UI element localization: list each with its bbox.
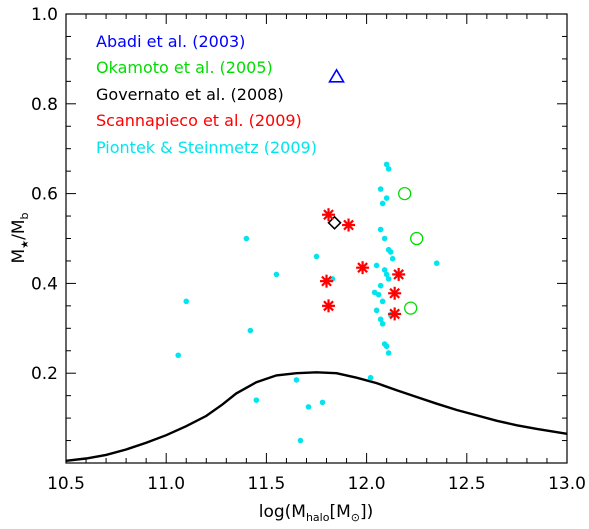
data-layer <box>175 68 440 444</box>
piontek-point <box>371 289 378 296</box>
piontek-point <box>175 352 182 359</box>
y-tick-label: 0.6 <box>31 185 58 205</box>
piontek-point <box>183 298 190 305</box>
legend-entry-abadi: Abadi et al. (2003) <box>96 32 245 51</box>
scannapieco-point-stroke <box>321 275 332 287</box>
x-axis-label: log(Mhalo[M⊙]) <box>259 502 374 524</box>
abadi-point <box>328 68 345 83</box>
x-axis-label-post: ]) <box>360 502 373 522</box>
piontek-point <box>377 186 384 192</box>
piontek-point <box>319 399 326 406</box>
piontek-point <box>381 235 388 242</box>
piontek-point <box>377 316 384 323</box>
piontek-point <box>383 343 390 350</box>
x-tick-label: 11.5 <box>247 474 285 494</box>
model-curve-line <box>65 371 568 462</box>
x-tick-label: 11.0 <box>147 474 185 494</box>
scannapieco-point-stroke <box>389 308 401 320</box>
scannapieco-point-stroke <box>323 300 334 312</box>
plot-layer <box>65 371 568 462</box>
x-tick-label: 12.5 <box>448 474 486 494</box>
piontek-point <box>385 276 392 282</box>
y-axis-label-slash: /M <box>9 219 29 239</box>
scannapieco-point <box>320 274 334 288</box>
x-tick-label: 13.0 <box>548 474 586 494</box>
x-axis-label-sub1: halo <box>306 511 330 524</box>
piontek-point <box>385 350 392 356</box>
piontek-point <box>383 161 390 168</box>
y-tick-label: 1.0 <box>31 5 58 25</box>
scannapieco-point-stroke <box>389 287 401 299</box>
piontek-point <box>253 397 260 403</box>
scannapieco-point <box>342 218 356 232</box>
y-tick-label: 0.8 <box>31 95 58 115</box>
okamoto-point <box>410 231 424 246</box>
scannapieco-point <box>356 261 370 275</box>
scannapieco-point-stroke <box>393 269 405 280</box>
piontek-point <box>377 226 384 233</box>
okamoto-point <box>404 301 418 315</box>
x-tick-label: 12.0 <box>348 474 386 494</box>
piontek-point <box>373 262 380 269</box>
piontek-point <box>385 166 392 172</box>
scannapieco-point <box>392 267 406 281</box>
legend: Abadi et al. (2003) Okamoto et al. (2005… <box>96 32 317 157</box>
piontek-point <box>379 298 386 305</box>
scannapieco-point-stroke <box>323 209 334 221</box>
governato-point <box>327 215 342 230</box>
piontek-point <box>247 327 254 334</box>
piontek-point <box>383 195 390 201</box>
piontek-point <box>379 321 386 327</box>
piontek-point <box>377 282 384 289</box>
scannapieco-point <box>388 307 402 321</box>
y-axis-label-sub2: b <box>18 212 31 219</box>
axis-layer: 10.5 11.0 11.5 12.0 12.5 13.0 0.2 0.4 0.6 0.8 1.0 <box>31 5 586 494</box>
piontek-point <box>293 377 300 383</box>
piontek-point <box>383 271 390 278</box>
piontek-point <box>387 249 394 255</box>
x-tick-label: 10.5 <box>47 474 85 494</box>
piontek-point <box>367 374 374 381</box>
y-axis-label-sub1: ★ <box>20 240 31 249</box>
legend-entry-scannapieco: Scannapieco et al. (2009) <box>96 111 302 130</box>
x-axis-label-sub2: ⊙ <box>351 511 360 524</box>
scannapieco-point-stroke <box>357 262 368 274</box>
piontek-point <box>381 267 388 273</box>
piontek-point <box>433 260 440 266</box>
x-axis-label-mid: [M <box>329 502 350 522</box>
piontek-point <box>273 271 280 278</box>
y-axis-label: M★/Mb <box>9 212 31 263</box>
scannapieco-point-stroke <box>343 219 354 231</box>
legend-entry-governato: Governato et al. (2008) <box>96 85 284 104</box>
x-axis-label-pre: log(M <box>259 502 306 522</box>
scannapieco-point <box>322 208 336 222</box>
y-tick-label: 0.4 <box>31 274 58 294</box>
piontek-point <box>243 235 250 242</box>
legend-entry-okamoto: Okamoto et al. (2005) <box>96 58 273 77</box>
scannapieco-point <box>388 286 402 300</box>
scannapieco-point <box>322 299 336 313</box>
piontek-point <box>379 200 386 207</box>
legend-entry-piontek: Piontek & Steinmetz (2009) <box>96 138 317 157</box>
piontek-point <box>313 253 320 260</box>
piontek-point <box>305 404 312 410</box>
piontek-point <box>373 307 380 314</box>
y-axis-label-m1: M <box>9 249 29 264</box>
piontek-point <box>297 437 304 444</box>
piontek-point <box>389 255 396 262</box>
okamoto-point <box>398 186 412 201</box>
y-tick-label: 0.2 <box>31 364 58 384</box>
